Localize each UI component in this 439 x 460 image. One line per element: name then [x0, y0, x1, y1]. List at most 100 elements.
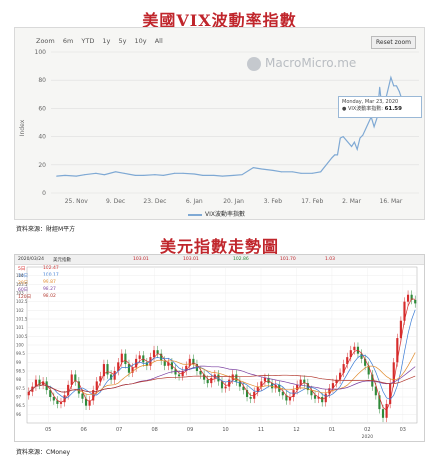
dxy-chart-panel: 2020/03/24 美元指數 103.01 103.01 102.86 101… — [14, 254, 425, 442]
vix-data-point — [233, 174, 235, 176]
dxy-candle-body — [185, 365, 188, 371]
dxy-y-tick-label: 103.5 — [16, 282, 28, 287]
dxy-candle-body — [42, 381, 45, 385]
zoom-10y-button[interactable]: 10y — [134, 37, 147, 45]
dxy-candle-body — [192, 358, 195, 365]
zoom-1y-button[interactable]: 1y — [102, 37, 111, 45]
vix-data-point — [300, 172, 302, 174]
dxy-header-bar: 2020/03/24 美元指數 103.01 103.01 102.86 101… — [15, 255, 424, 265]
source-1: 資料來源：財經M平方 — [16, 226, 76, 233]
dxy-candle-body — [102, 364, 105, 377]
dxy-candle-body — [335, 379, 338, 384]
vix-data-point — [174, 172, 176, 174]
dxy-candle-body — [117, 362, 120, 371]
dxy-candle-body — [127, 364, 131, 373]
vix-series-line — [56, 75, 411, 177]
vix-data-point — [261, 168, 263, 170]
dxy-candle-body — [124, 353, 127, 365]
zoom-ytd-button[interactable]: YTD — [81, 37, 95, 45]
vix-data-point — [95, 172, 97, 174]
dxy-x-tick-label: 07 — [116, 427, 122, 433]
vix-legend[interactable]: VIX波動率指數 — [188, 209, 245, 218]
legend-swatch — [188, 213, 202, 216]
vix-data-point — [356, 148, 358, 150]
dxy-candle-body — [306, 383, 309, 391]
dxy-candle-body — [260, 381, 263, 387]
dxy-candle-body — [138, 355, 141, 359]
vix-data-point — [221, 175, 223, 177]
dxy-candle-body — [281, 391, 284, 396]
dxy-year-label: 2020 — [362, 434, 374, 440]
vix-y-tick-label: 60 — [38, 105, 46, 112]
dxy-candle-body — [360, 353, 363, 359]
dxy-candle-body — [389, 383, 392, 404]
dxy-candle-body — [414, 299, 417, 304]
dxy-candle-body — [378, 395, 381, 410]
macromicro-logo-icon — [247, 56, 261, 71]
ma5-label: 5日 — [18, 267, 26, 272]
dxy-candle-body — [49, 390, 52, 397]
zoom-5y-button[interactable]: 5y — [118, 37, 127, 45]
vix-data-point — [241, 174, 243, 176]
dxy-header-open: 103.01 — [133, 257, 149, 262]
vix-x-tick-label: 16. Mar — [380, 198, 403, 205]
dxy-y-tick-label: 104 — [16, 273, 24, 278]
reset-zoom-button[interactable]: Reset zoom — [370, 36, 416, 49]
dxy-candle-body — [206, 379, 209, 384]
vix-data-point — [123, 172, 125, 174]
dxy-candle-body — [99, 376, 102, 382]
vix-data-point — [398, 90, 400, 92]
vix-data-point — [84, 174, 86, 176]
dxy-title: 美元指數走勢圖 — [159, 237, 279, 256]
vix-data-point — [280, 171, 282, 173]
dxy-candle-body — [381, 409, 385, 418]
dxy-y-tick-label: 102.5 — [16, 299, 28, 304]
vix-data-point — [115, 171, 117, 173]
dxy-x-tick-label: 01 — [329, 427, 335, 433]
vix-data-point — [359, 137, 361, 139]
dxy-candle-body — [77, 381, 80, 394]
dxy-y-tick-label: 99 — [16, 360, 22, 365]
dxy-candle-body — [231, 374, 234, 380]
dxy-candle-body — [84, 398, 88, 406]
dxy-candle-body — [27, 391, 30, 396]
dxy-candle-body — [167, 362, 170, 366]
zoom-bar: Zoom 6m YTD 1y 5y 10y All — [36, 37, 169, 45]
dxy-candle-body — [52, 397, 55, 401]
dxy-header-close: 101.70 — [280, 257, 296, 262]
dxy-candle-body — [263, 377, 267, 382]
vix-y-tick-label: 40 — [38, 134, 46, 141]
dxy-candle-body — [296, 384, 299, 391]
vix-data-point — [154, 174, 156, 176]
zoom-6m-button[interactable]: 6m — [62, 37, 74, 45]
dxy-candle-body — [163, 360, 166, 366]
dxy-candle-body — [374, 386, 377, 396]
ma10-label: 10日 — [18, 274, 29, 279]
dxy-candle-body — [385, 403, 388, 418]
dxy-candle-body — [346, 357, 349, 365]
dxy-candle-body — [110, 374, 113, 380]
vix-data-point — [342, 136, 344, 138]
vix-data-point — [373, 126, 375, 128]
vix-data-point — [213, 174, 215, 176]
dxy-candle-body — [235, 374, 238, 382]
vix-x-tick-label: 25. Nov — [65, 198, 89, 205]
dxy-candle-body — [339, 372, 342, 380]
vix-data-point — [182, 172, 184, 174]
vix-data-point — [334, 154, 336, 156]
vix-data-point — [331, 157, 333, 159]
dxy-candle-body — [396, 338, 399, 363]
dxy-candle-body — [403, 301, 406, 321]
dxy-candle-body — [410, 294, 413, 300]
vix-y-tick-label: 20 — [38, 162, 46, 169]
vix-data-point — [396, 85, 398, 87]
vix-x-tick-label: 2. Mar — [342, 198, 361, 205]
dxy-candle-body — [59, 402, 63, 404]
zoom-all-button[interactable]: All — [154, 37, 163, 45]
dxy-candle-body — [160, 353, 163, 361]
dxy-x-tick-label: 08 — [151, 427, 157, 433]
vix-data-point — [162, 174, 164, 176]
dxy-header-change: 1.03 — [325, 257, 336, 262]
dxy-candle-body — [199, 371, 202, 375]
vix-x-tick-label: 17. Feb — [301, 198, 323, 205]
